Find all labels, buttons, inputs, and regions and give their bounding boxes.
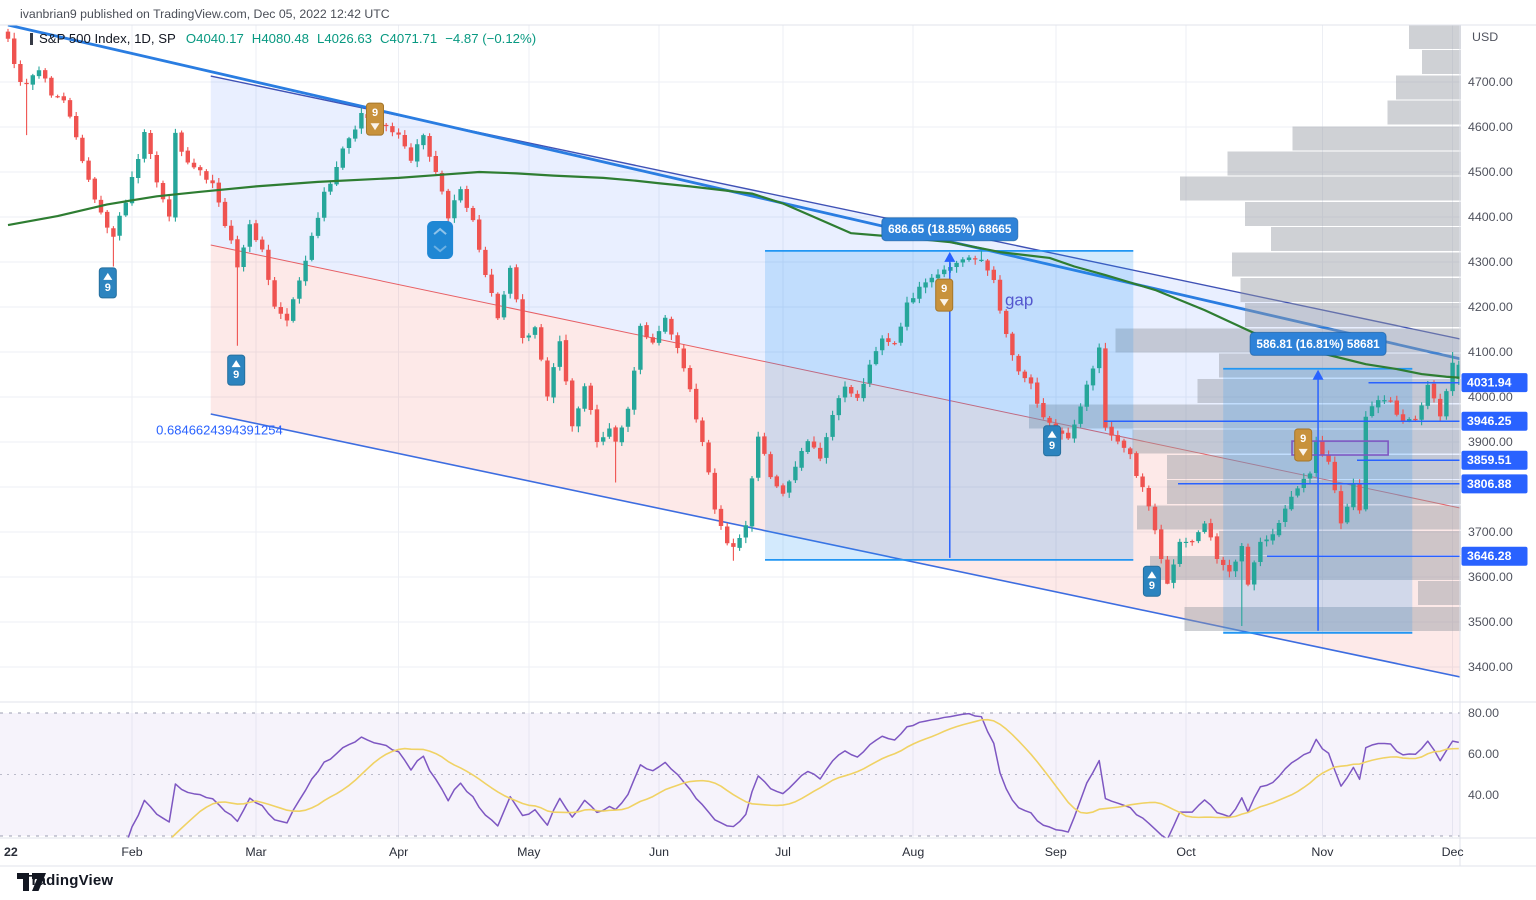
td-sequential-down-badge[interactable]: 9 xyxy=(935,278,954,312)
td-sequential-up-badge[interactable]: 9 xyxy=(1043,425,1062,457)
price-axis-label: 3859.51 xyxy=(1461,450,1528,470)
td-sequential-down-badge[interactable]: 9 xyxy=(1294,428,1313,462)
svg-text:Apr: Apr xyxy=(389,845,408,859)
measure-arrow-2[interactable] xyxy=(1312,369,1324,631)
svg-text:3806.88: 3806.88 xyxy=(1467,477,1512,491)
price-axis-label: 3806.88 xyxy=(1461,474,1528,494)
price-axis-bg xyxy=(1461,0,1536,866)
pane-separators xyxy=(0,24,1536,867)
currency-label: USD xyxy=(1472,30,1498,44)
td-sequential-up-badge[interactable]: 9 xyxy=(227,354,246,386)
svg-text:4000.00: 4000.00 xyxy=(1468,390,1513,404)
svg-text:4200.00: 4200.00 xyxy=(1468,300,1513,314)
svg-text:9: 9 xyxy=(233,369,239,381)
svg-text:Jun: Jun xyxy=(649,845,669,859)
svg-text:9: 9 xyxy=(941,283,947,295)
svg-text:9: 9 xyxy=(105,282,111,294)
td-sequential-up-badge[interactable]: 9 xyxy=(98,267,117,299)
time-axis[interactable]: 22 Feb Mar Apr May Jun Jul Aug Sep Oct Nov Dec xyxy=(4,845,1464,859)
svg-text:3600.00: 3600.00 xyxy=(1468,570,1513,584)
legend-symbol-title[interactable]: S&P 500 Index, 1D, SP xyxy=(39,31,176,46)
svg-text:Nov: Nov xyxy=(1311,845,1334,859)
svg-text:4500.00: 4500.00 xyxy=(1468,165,1513,179)
svg-text:3946.25: 3946.25 xyxy=(1467,414,1512,428)
legend-open-value: O4040.17 xyxy=(185,31,244,46)
svg-text:4400.00: 4400.00 xyxy=(1468,210,1513,224)
td-sequential-down-badge[interactable]: 9 xyxy=(366,102,384,136)
svg-text:Mar: Mar xyxy=(245,845,266,859)
rsi-line xyxy=(127,712,1459,838)
svg-text:Dec: Dec xyxy=(1442,845,1464,859)
legend-change-value: −4.87 (−0.12%) xyxy=(445,31,537,46)
price-alert-lines[interactable] xyxy=(1104,381,1460,557)
svg-text:May: May xyxy=(517,845,541,859)
price-axis-label: 3646.28 xyxy=(1461,546,1528,566)
legend-high-value: H4080.48 xyxy=(251,31,309,46)
svg-text:3900.00: 3900.00 xyxy=(1468,435,1513,449)
svg-text:9: 9 xyxy=(1300,433,1306,445)
svg-text:60.00: 60.00 xyxy=(1468,747,1499,761)
rsi-ma-line xyxy=(170,718,1459,838)
svg-text:Aug: Aug xyxy=(902,845,924,859)
measure-label-2[interactable]: 586.81 (16.81%) 58681 xyxy=(1249,331,1387,356)
svg-text:80.00: 80.00 xyxy=(1468,706,1499,720)
gap-annotation[interactable]: gap xyxy=(1005,290,1033,309)
series-marker-icon xyxy=(30,32,33,45)
svg-text:40.00: 40.00 xyxy=(1468,788,1499,802)
svg-text:9: 9 xyxy=(372,107,378,119)
legend-low-value: L4026.63 xyxy=(317,31,373,46)
svg-text:686.65 (18.85%) 68665: 686.65 (18.85%) 68665 xyxy=(888,222,1012,236)
svg-text:3646.28: 3646.28 xyxy=(1467,549,1512,563)
svg-text:4100.00: 4100.00 xyxy=(1468,345,1513,359)
legend-close-value: C4071.71 xyxy=(380,31,438,46)
svg-text:9: 9 xyxy=(1049,440,1055,452)
fib-annotation[interactable]: 0.6846624394391254 xyxy=(156,422,283,437)
svg-text:3859.51: 3859.51 xyxy=(1467,453,1512,467)
publish-info: ivanbrian9 published on TradingView.com,… xyxy=(20,7,390,21)
series-legend[interactable]: S&P 500 Index, 1D, SP O4040.17 H4080.48 … xyxy=(30,31,544,46)
tradingview-logo-icon xyxy=(17,873,46,891)
price-axis-label: 3946.25 xyxy=(1461,411,1528,431)
svg-text:586.81 (16.81%) 58681: 586.81 (16.81%) 58681 xyxy=(1256,337,1380,351)
svg-text:4031.94: 4031.94 xyxy=(1467,376,1512,390)
svg-text:Oct: Oct xyxy=(1176,845,1196,859)
svg-text:4300.00: 4300.00 xyxy=(1468,255,1513,269)
svg-text:4600.00: 4600.00 xyxy=(1468,120,1513,134)
rsi-bands xyxy=(0,712,1460,837)
svg-text:Feb: Feb xyxy=(121,845,142,859)
td-sequential-up-badge[interactable]: 9 xyxy=(1142,565,1161,597)
price-axis-label: 4031.94 xyxy=(1461,373,1528,393)
svg-text:3700.00: 3700.00 xyxy=(1468,525,1513,539)
svg-text:9: 9 xyxy=(1149,580,1155,592)
svg-text:4700.00: 4700.00 xyxy=(1468,75,1513,89)
purple-range-box[interactable] xyxy=(1291,440,1389,456)
svg-text:22: 22 xyxy=(4,845,18,859)
svg-text:Sep: Sep xyxy=(1045,845,1067,859)
measure-label-1[interactable]: 686.65 (18.85%) 68665 xyxy=(881,217,1019,242)
rsi-pane[interactable] xyxy=(20,712,1459,873)
tradingview-logo[interactable]: TradingView xyxy=(16,872,114,891)
svg-text:3400.00: 3400.00 xyxy=(1468,660,1513,674)
price-axis[interactable]: USD 4700.00 4600.00 4500.00 4400.00 4300.00 42… xyxy=(1461,30,1528,802)
tradingview-logo-text: TradingView xyxy=(23,872,114,889)
annotation-badge[interactable] xyxy=(427,221,454,260)
svg-text:Jul: Jul xyxy=(775,845,791,859)
candlestick-series[interactable] xyxy=(5,28,1461,627)
svg-text:3500.00: 3500.00 xyxy=(1468,615,1513,629)
